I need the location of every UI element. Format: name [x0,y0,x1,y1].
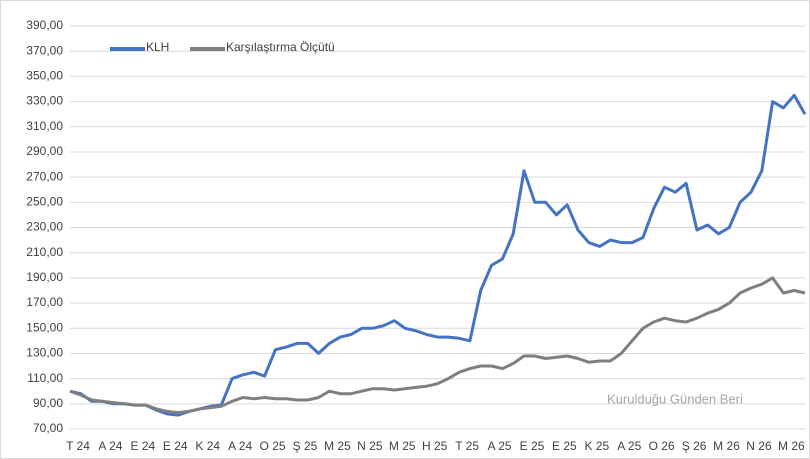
y-tick-label: 390,00 [26,18,63,32]
y-tick-label: 230,00 [26,220,63,234]
x-tick-label: N 26 [746,439,772,453]
x-tick-label: E 25 [552,439,577,453]
y-tick-label: 250,00 [26,194,63,208]
x-tick-label: E 25 [520,439,545,453]
x-tick-label: A 24 [98,439,122,453]
x-tick-label: H 25 [422,439,448,453]
x-tick-label: A 24 [228,439,252,453]
x-tick-label: A 25 [488,439,512,453]
y-tick-label: 350,00 [26,69,63,83]
y-tick-label: 170,00 [26,295,63,309]
y-tick-label: 90,00 [33,396,63,410]
y-tick-label: 70,00 [33,421,63,435]
x-tick-label: E 24 [163,439,188,453]
legend-label: Karşılaştırma Ölçütü [226,40,335,54]
x-tick-label: N 25 [357,439,383,453]
y-tick-label: 130,00 [26,346,63,360]
x-tick-label: Ş 26 [682,439,707,453]
x-tick-label: K 25 [584,439,609,453]
x-tick-label: E 24 [131,439,156,453]
y-tick-label: 210,00 [26,245,63,259]
x-tick-label: T 24 [66,439,90,453]
x-tick-label: M 26 [713,439,740,453]
x-tick-label: O 26 [649,439,675,453]
x-tick-label: M 25 [389,439,416,453]
annotation: Kurulduğu Günden Beri [607,391,743,406]
y-tick-label: 370,00 [26,43,63,57]
series-line [69,276,806,415]
y-tick-label: 310,00 [26,119,63,133]
y-tick-label: 150,00 [26,320,63,334]
x-tick-label: M 26 [778,439,805,453]
series-line [69,93,807,417]
y-tick-label: 290,00 [26,144,63,158]
x-tick-label: Ş 25 [293,439,318,453]
x-tick-label: T 25 [455,439,479,453]
legend-label: KLH [146,40,169,54]
x-tick-label: A 25 [617,439,641,453]
y-tick-label: 190,00 [26,270,63,284]
x-tick-label: M 25 [324,439,351,453]
y-tick-label: 110,00 [27,371,63,385]
y-tick-label: 270,00 [26,169,63,183]
y-tick-label: 330,00 [26,94,63,108]
x-tick-label: K 24 [195,439,220,453]
x-tick-label: O 25 [260,439,286,453]
